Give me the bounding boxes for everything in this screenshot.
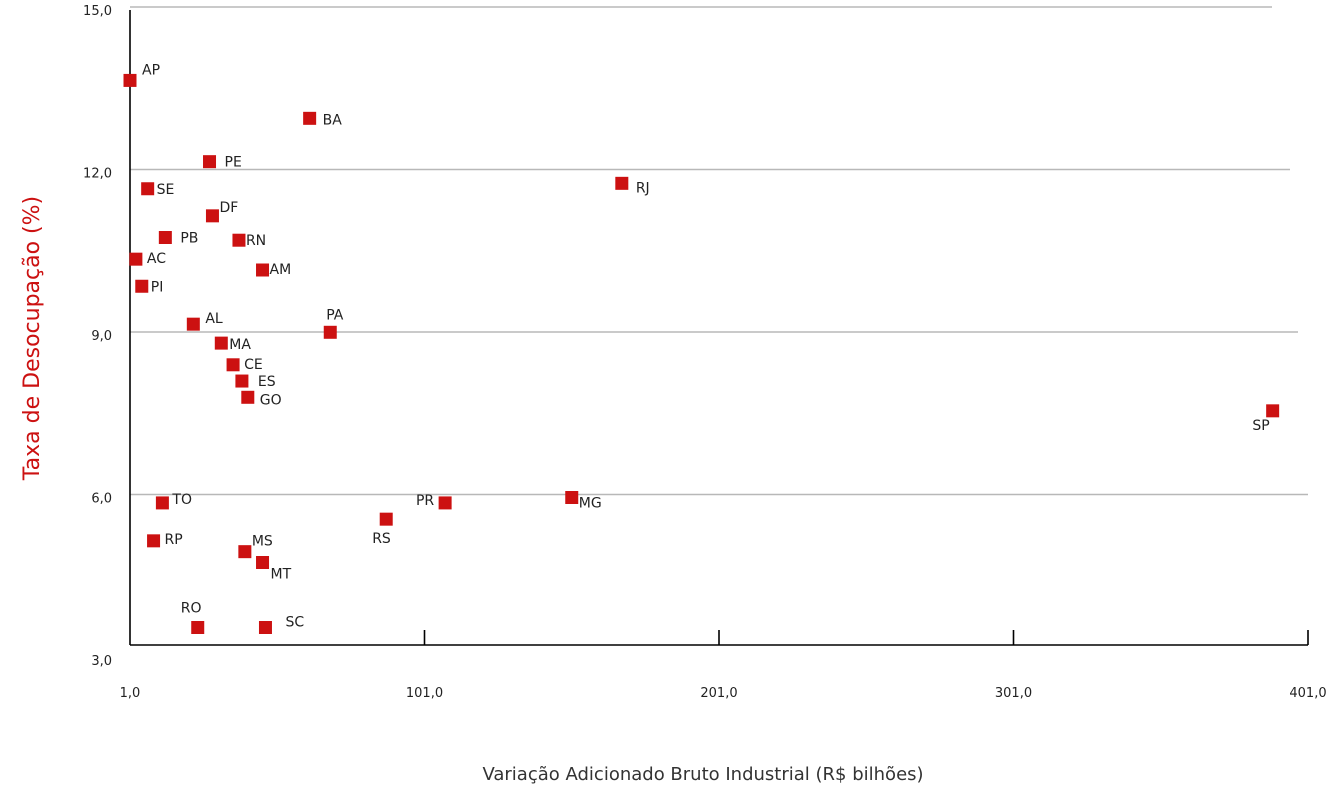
point-label-ma: MA (229, 337, 251, 353)
point-label-ac: AC (147, 251, 166, 267)
point-label-to: TO (171, 492, 192, 508)
point-label-pr: PR (416, 493, 434, 509)
point-label-ap: AP (142, 62, 160, 78)
data-point-sp (1266, 404, 1280, 418)
y-tick-label: 3,0 (91, 654, 112, 669)
x-tick-label: 301,0 (995, 686, 1032, 701)
point-label-rn: RN (246, 233, 266, 249)
point-label-mg: MG (579, 496, 602, 512)
data-point-go (241, 390, 255, 404)
data-point-rj (615, 176, 629, 190)
x-tick-label: 201,0 (700, 686, 737, 701)
y-axis-ticks: 3,0 6,0 9,0 12,0 15,0 (83, 4, 112, 669)
point-label-rp: RP (165, 532, 183, 548)
data-point-sc (258, 621, 272, 634)
y-axis-title: Taxa de Desocupação (%) (20, 196, 45, 481)
point-label-ro: RO (181, 601, 202, 617)
data-point-ba (303, 111, 317, 125)
point-label-pi: PI (151, 279, 164, 295)
y-tick-label: 6,0 (91, 492, 112, 507)
data-point-al (186, 317, 200, 331)
point-label-es: ES (258, 374, 276, 390)
point-label-rs: RS (372, 531, 391, 547)
point-label-ms: MS (252, 534, 273, 550)
point-label-al: AL (205, 311, 223, 327)
point-label-am: AM (270, 262, 292, 278)
data-point-df (205, 209, 219, 223)
data-point-pr (438, 496, 452, 510)
point-label-go: GO (260, 392, 282, 408)
point-label-pe: PE (225, 155, 242, 171)
data-point-rn (232, 233, 246, 247)
data-point-rp (147, 534, 161, 548)
data-point-ro (191, 621, 205, 634)
point-label-ce: CE (244, 357, 263, 373)
data-point-ap (123, 73, 137, 87)
axes (129, 10, 1308, 646)
data-point-pb (158, 231, 172, 244)
x-tick-label: 101,0 (406, 686, 443, 701)
y-tick-label: 12,0 (83, 167, 112, 182)
y-tick-label: 9,0 (91, 329, 112, 344)
data-point-mg (565, 491, 579, 504)
point-label-sc: SC (285, 615, 304, 631)
data-point-ac (129, 252, 143, 266)
x-axis-title: Variação Adicionado Bruto Industrial (R$… (482, 764, 923, 785)
point-label-se: SE (157, 182, 175, 198)
point-label-sp: SP (1252, 418, 1269, 434)
data-point-es (235, 374, 249, 388)
data-point-ce (226, 358, 240, 372)
data-point-pe (203, 155, 217, 169)
data-point-mt (256, 556, 270, 569)
point-label-pa: PA (326, 307, 344, 323)
x-axis-ticks: 1,0 101,0 201,0 301,0 401,0 (120, 630, 1327, 701)
point-label-rj: RJ (636, 180, 650, 196)
point-label-pb: PB (180, 231, 198, 247)
data-point-se (141, 182, 155, 196)
data-point-ms (238, 545, 252, 559)
grid-lines (130, 6, 1308, 496)
y-tick-label: 15,0 (83, 4, 112, 19)
point-label-ba: BA (323, 112, 343, 128)
x-tick-label: 401,0 (1289, 686, 1326, 701)
x-tick-label: 1,0 (120, 686, 141, 701)
point-label-mt: MT (271, 567, 292, 583)
data-point-pi (135, 279, 149, 293)
data-point-ma (214, 336, 228, 350)
data-point-rs (379, 512, 393, 526)
point-label-df: DF (219, 200, 238, 216)
data-point-am (256, 263, 270, 277)
data-point-pa (323, 325, 337, 339)
data-point-to (155, 496, 169, 510)
